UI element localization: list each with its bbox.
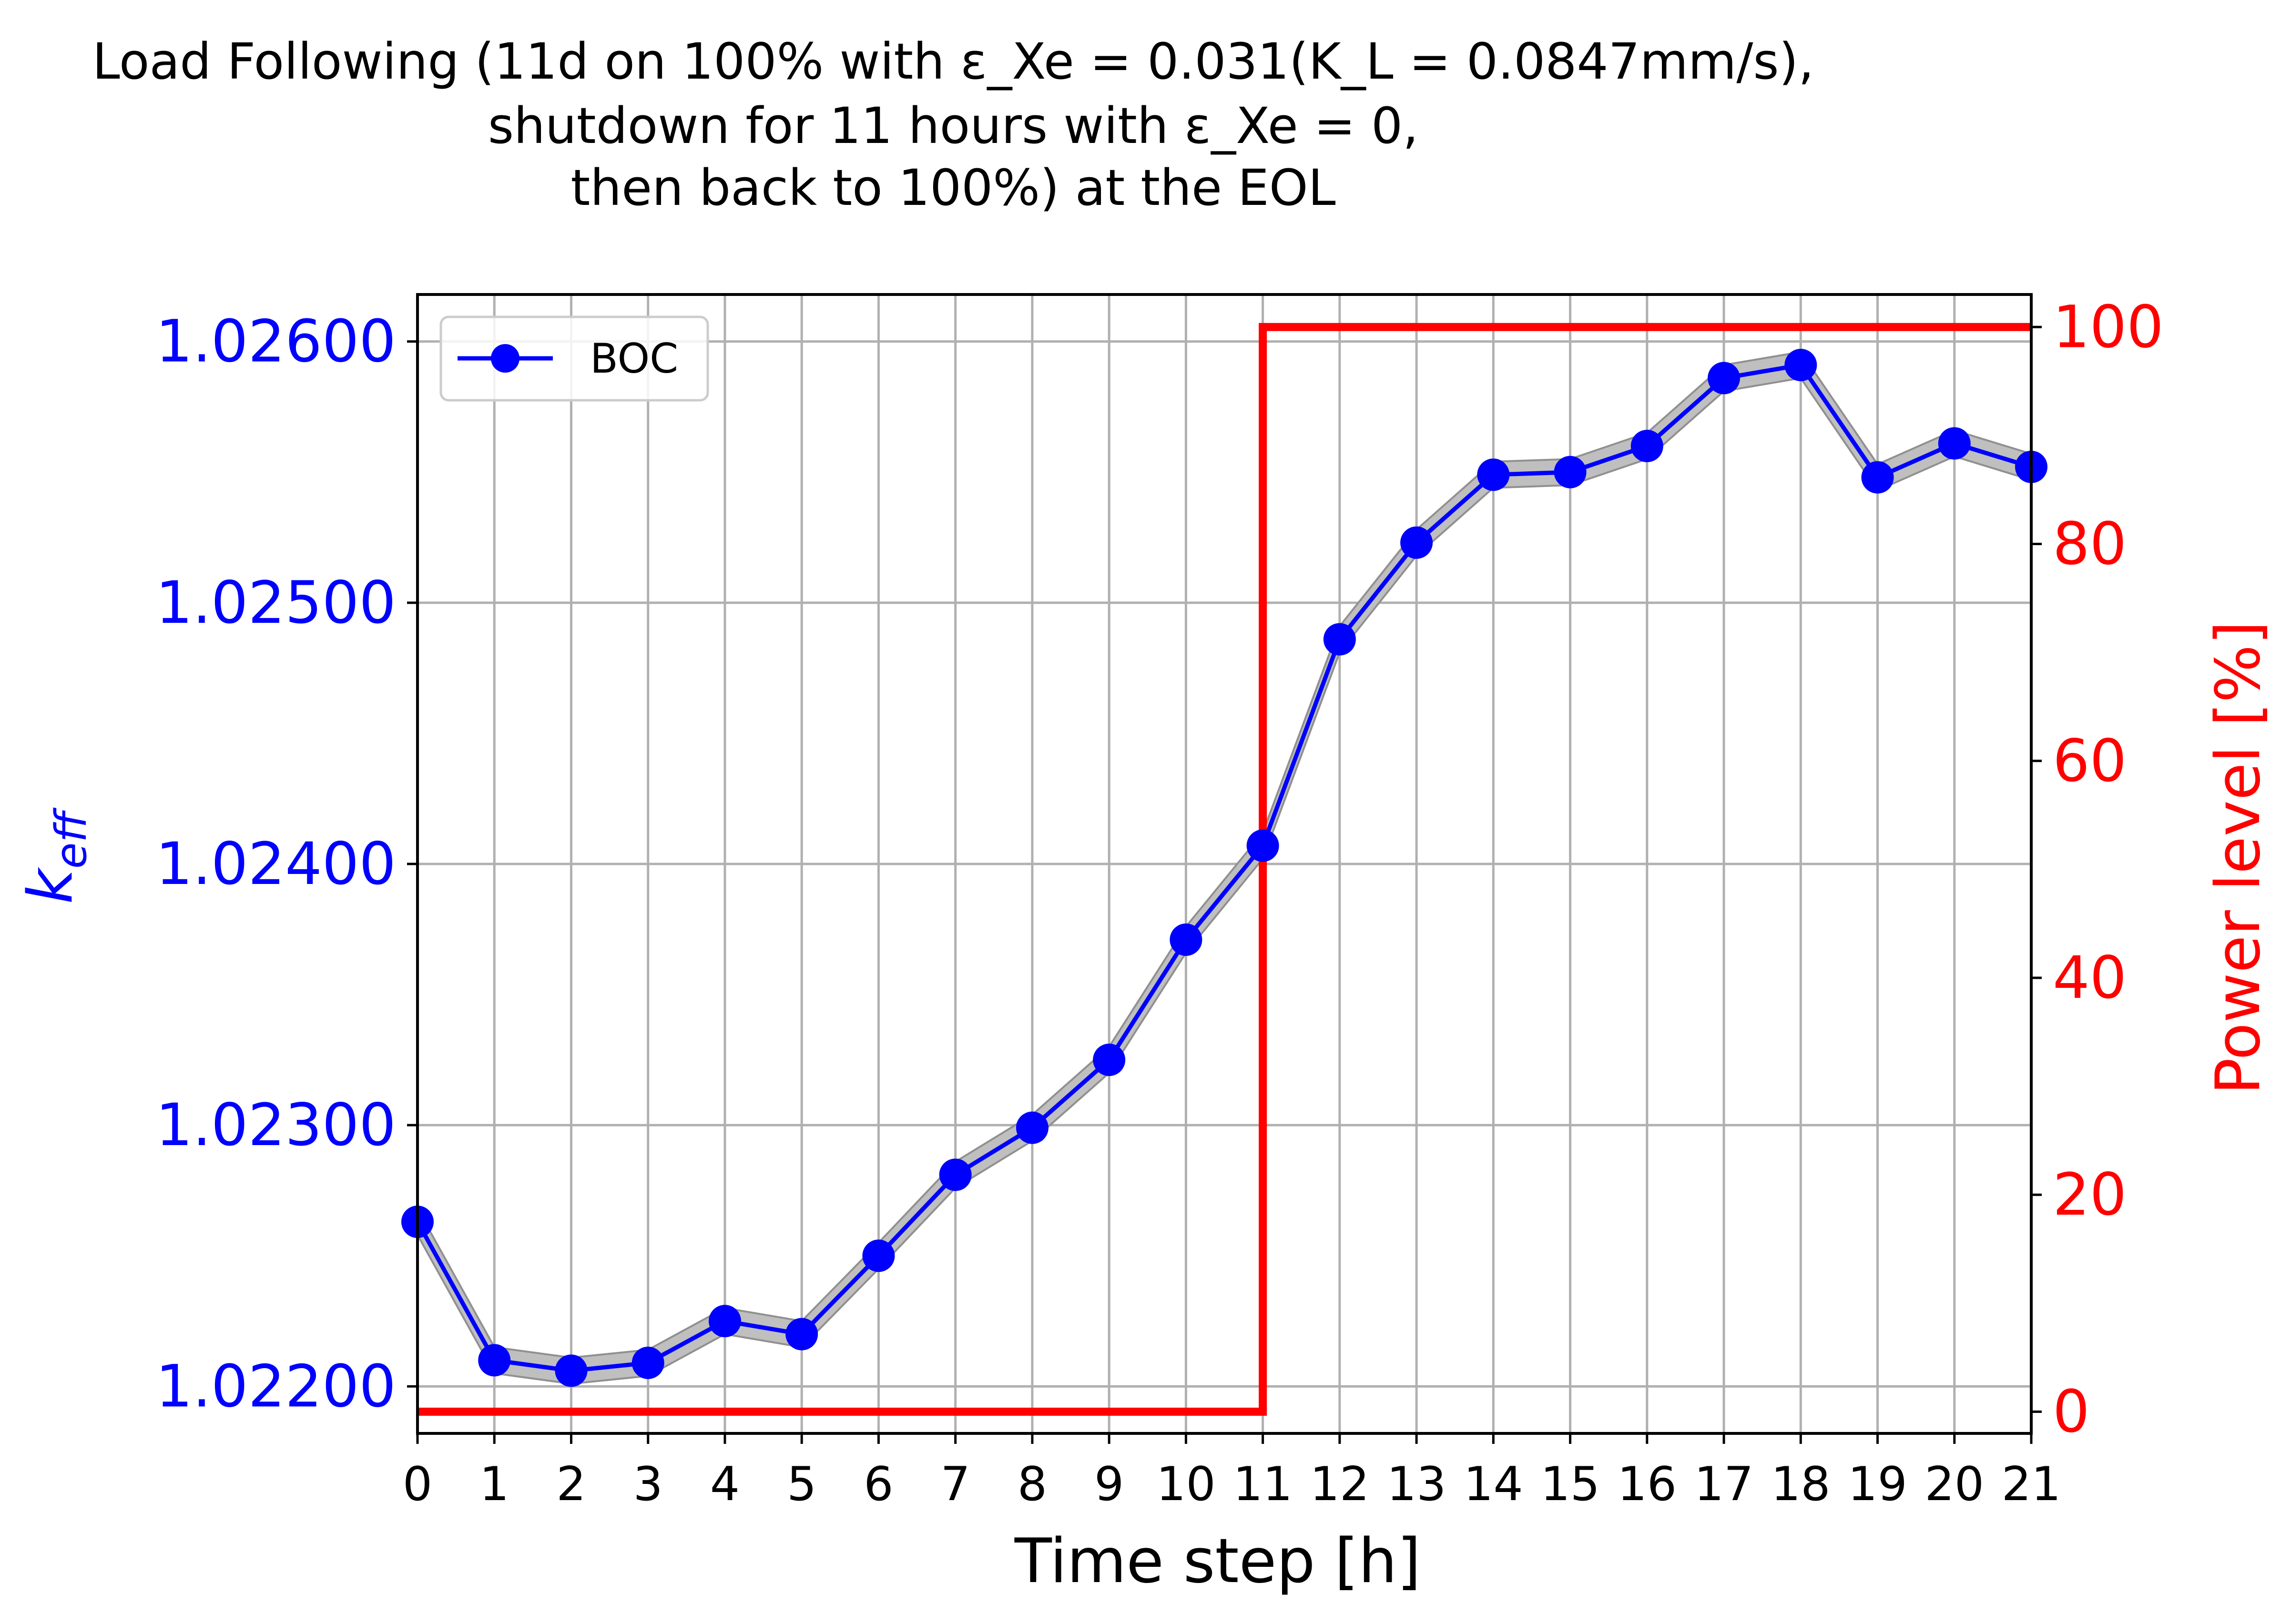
x-tick-labels: 0 1 2 3 4 5 6 7 8 9 10 11 12 13 14 15 16 17 18 19 20 21 — [403, 1457, 2061, 1512]
keff-point — [1323, 623, 1356, 656]
x-tick-label: 17 — [1694, 1457, 1754, 1512]
x-tick-label: 2 — [556, 1457, 586, 1512]
keff-point — [1630, 429, 1663, 462]
keff-point — [1708, 362, 1741, 395]
y-right-axis-label: Power level [%] — [2203, 621, 2274, 1095]
x-tick-label: 15 — [1540, 1457, 1600, 1512]
x-axis-label: Time step [h] — [1014, 1526, 1421, 1597]
keff-point — [1938, 427, 1971, 460]
x-tick-label: 3 — [633, 1457, 663, 1512]
x-tick-label: 11 — [1233, 1457, 1293, 1512]
x-tick-label: 4 — [710, 1457, 740, 1512]
legend: BOC — [439, 315, 709, 402]
y-left-tick-label: 1.02600 — [155, 308, 396, 376]
x-tick-label: 6 — [864, 1457, 893, 1512]
x-tick-label: 5 — [787, 1457, 816, 1512]
keff-point — [939, 1158, 972, 1191]
y-right-tick-label: 100 — [2053, 293, 2164, 361]
x-tick-label: 12 — [1310, 1457, 1370, 1512]
y-left-tick-label: 1.02500 — [155, 569, 396, 637]
x-tick-label: 8 — [1018, 1457, 1047, 1512]
legend-label-boc: BOC — [590, 335, 678, 383]
keff-point — [1400, 526, 1433, 559]
y-left-tick-label: 1.02400 — [155, 830, 396, 898]
grid — [416, 294, 2033, 1433]
y-left-tick-labels: 1.02200 1.02300 1.02400 1.02500 1.02600 — [155, 308, 396, 1421]
keff-point — [1477, 458, 1510, 491]
uncertainty-band — [417, 351, 2032, 1385]
x-tick-label: 20 — [1924, 1457, 1984, 1512]
keff-point — [1246, 829, 1279, 862]
y-right-tick-label: 0 — [2053, 1378, 2090, 1445]
keff-point — [1554, 456, 1587, 488]
x-tick-label: 9 — [1094, 1457, 1124, 1512]
y-left-tick-label: 1.02200 — [155, 1352, 396, 1420]
y-right-tick-label: 80 — [2053, 510, 2127, 578]
y-left-tick-label: 1.02300 — [155, 1091, 396, 1159]
power-level-series — [417, 323, 2031, 1416]
keff-point — [478, 1344, 511, 1377]
x-tick-label: 7 — [940, 1457, 970, 1512]
x-tick-label: 16 — [1617, 1457, 1677, 1512]
chart-title-line-3: then back to 100%) at the EOL — [570, 159, 1335, 217]
y-right-tick-label: 60 — [2053, 727, 2127, 795]
keff-point — [1170, 923, 1202, 956]
keff-point — [1861, 461, 1894, 494]
y-right-tick-label: 20 — [2053, 1161, 2127, 1228]
y-right-tick-labels: 0 20 40 60 80 100 — [2053, 293, 2164, 1445]
keff-point — [1016, 1111, 1049, 1144]
y-right-tick-label: 40 — [2053, 944, 2127, 1012]
keff-point — [1093, 1044, 1126, 1076]
keff-series — [401, 349, 2047, 1387]
power-level-line — [417, 323, 2031, 1416]
x-tick-label: 13 — [1387, 1457, 1446, 1512]
chart-title-line-2: shutdown for 11 hours with ε_Xe = 0, — [488, 97, 1418, 155]
keff-point — [708, 1305, 741, 1338]
keff-point — [631, 1346, 664, 1379]
uncertainty-band-area — [417, 351, 2032, 1385]
y-left-axis-label: keff — [15, 807, 96, 904]
x-tick-label: 0 — [403, 1457, 432, 1512]
legend-marker-sample — [491, 344, 519, 373]
x-tick-label: 19 — [1848, 1457, 1907, 1512]
x-tick-label: 10 — [1156, 1457, 1216, 1512]
chart-title-line-1: Load Following (11d on 100% with ε_Xe = … — [92, 32, 1814, 91]
keff-point — [1784, 349, 1817, 382]
axes — [407, 293, 2042, 1444]
x-tick-label: 21 — [2002, 1457, 2061, 1512]
keff-point — [785, 1318, 818, 1350]
x-tick-label: 14 — [1464, 1457, 1523, 1512]
x-tick-label: 18 — [1771, 1457, 1831, 1512]
keff-point — [862, 1239, 895, 1272]
legend-box — [439, 315, 709, 402]
keff-point — [555, 1354, 588, 1387]
x-tick-label: 1 — [479, 1457, 509, 1512]
keff-line — [416, 363, 2032, 1373]
